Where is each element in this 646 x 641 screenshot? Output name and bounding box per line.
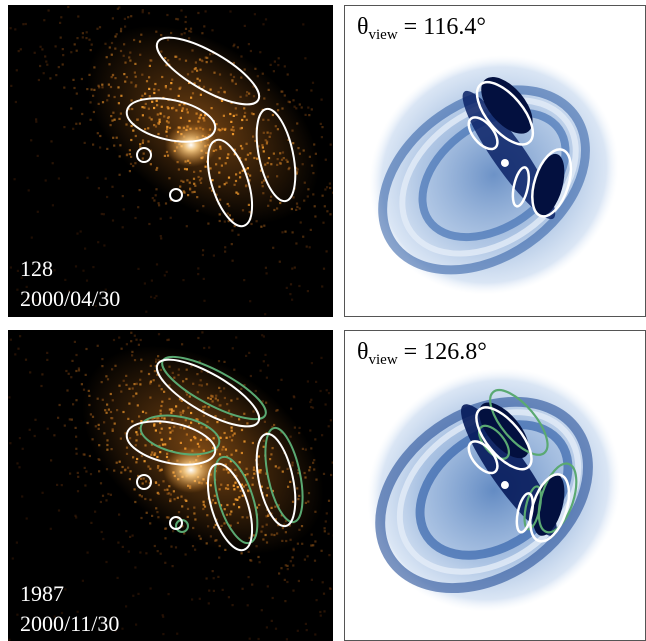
sim-ring <box>375 396 593 594</box>
theta-value: 126.8° <box>423 339 487 365</box>
region-ellipse <box>125 97 217 143</box>
simulation-image <box>369 55 619 295</box>
observation-panel-128: 128 2000/04/30 <box>8 5 333 317</box>
observation-date: 2000/11/30 <box>20 611 120 636</box>
region-ellipse <box>467 116 499 151</box>
sim-ring <box>399 97 579 257</box>
region-ellipse <box>125 420 217 466</box>
theta-subscript: view <box>368 352 398 368</box>
sim-dark-lobe <box>481 77 533 134</box>
emission-core <box>163 447 219 493</box>
sim-ring <box>396 409 582 575</box>
simulation-image <box>367 368 621 612</box>
sim-dark-lobe <box>532 153 565 216</box>
region-ellipse <box>255 107 297 203</box>
region-circle <box>136 147 152 163</box>
simulation-panel-126: θview = 126.8° <box>344 330 646 641</box>
sim-outer-halo <box>369 55 619 295</box>
sim-ring <box>415 420 573 560</box>
observation-image <box>8 331 333 641</box>
region-circle <box>169 188 183 202</box>
model-ellipse <box>264 426 304 524</box>
observation-image <box>9 5 333 316</box>
region-ellipse <box>206 138 254 228</box>
observation-date: 2000/04/30 <box>20 286 121 311</box>
theta-symbol: θ <box>357 14 369 40</box>
model-ellipse <box>489 389 549 456</box>
region-ellipse <box>155 358 261 428</box>
sim-star <box>500 481 509 489</box>
region-ellipse <box>511 166 531 208</box>
frame-number: 1987 <box>20 581 64 606</box>
theta-equals: = <box>397 339 424 365</box>
region-ellipse <box>475 406 533 471</box>
sim-star <box>500 159 509 167</box>
region-circle <box>136 474 152 490</box>
region-ellipse <box>531 148 573 218</box>
viewing-angle-label: θview = 116.4° <box>357 12 486 50</box>
theta-value: 116.4° <box>423 14 486 40</box>
sim-ring <box>418 108 570 242</box>
region-ellipse <box>475 80 535 146</box>
viewing-angle-label: θview = 126.8° <box>357 337 487 375</box>
theta-subscript: view <box>368 27 398 43</box>
model-ellipse <box>139 414 221 456</box>
sim-ring <box>378 85 590 275</box>
region-ellipse <box>155 36 261 106</box>
region-ellipse <box>467 440 499 475</box>
emission-haze <box>87 25 319 225</box>
model-ellipse <box>523 485 543 531</box>
simulation-panel-116: θview = 116.4° <box>344 5 646 317</box>
emission-core <box>165 123 217 167</box>
region-ellipse <box>206 462 254 552</box>
observation-panel-1987: 1987 2000/11/30 <box>8 330 333 641</box>
region-ellipse <box>515 492 535 534</box>
region-circle <box>169 516 183 530</box>
model-ellipse <box>537 462 578 534</box>
frame-number: 128 <box>20 256 53 281</box>
theta-equals: = <box>397 14 424 40</box>
region-ellipse <box>255 432 297 528</box>
model-ellipse <box>478 424 510 460</box>
theta-symbol: θ <box>357 339 369 365</box>
